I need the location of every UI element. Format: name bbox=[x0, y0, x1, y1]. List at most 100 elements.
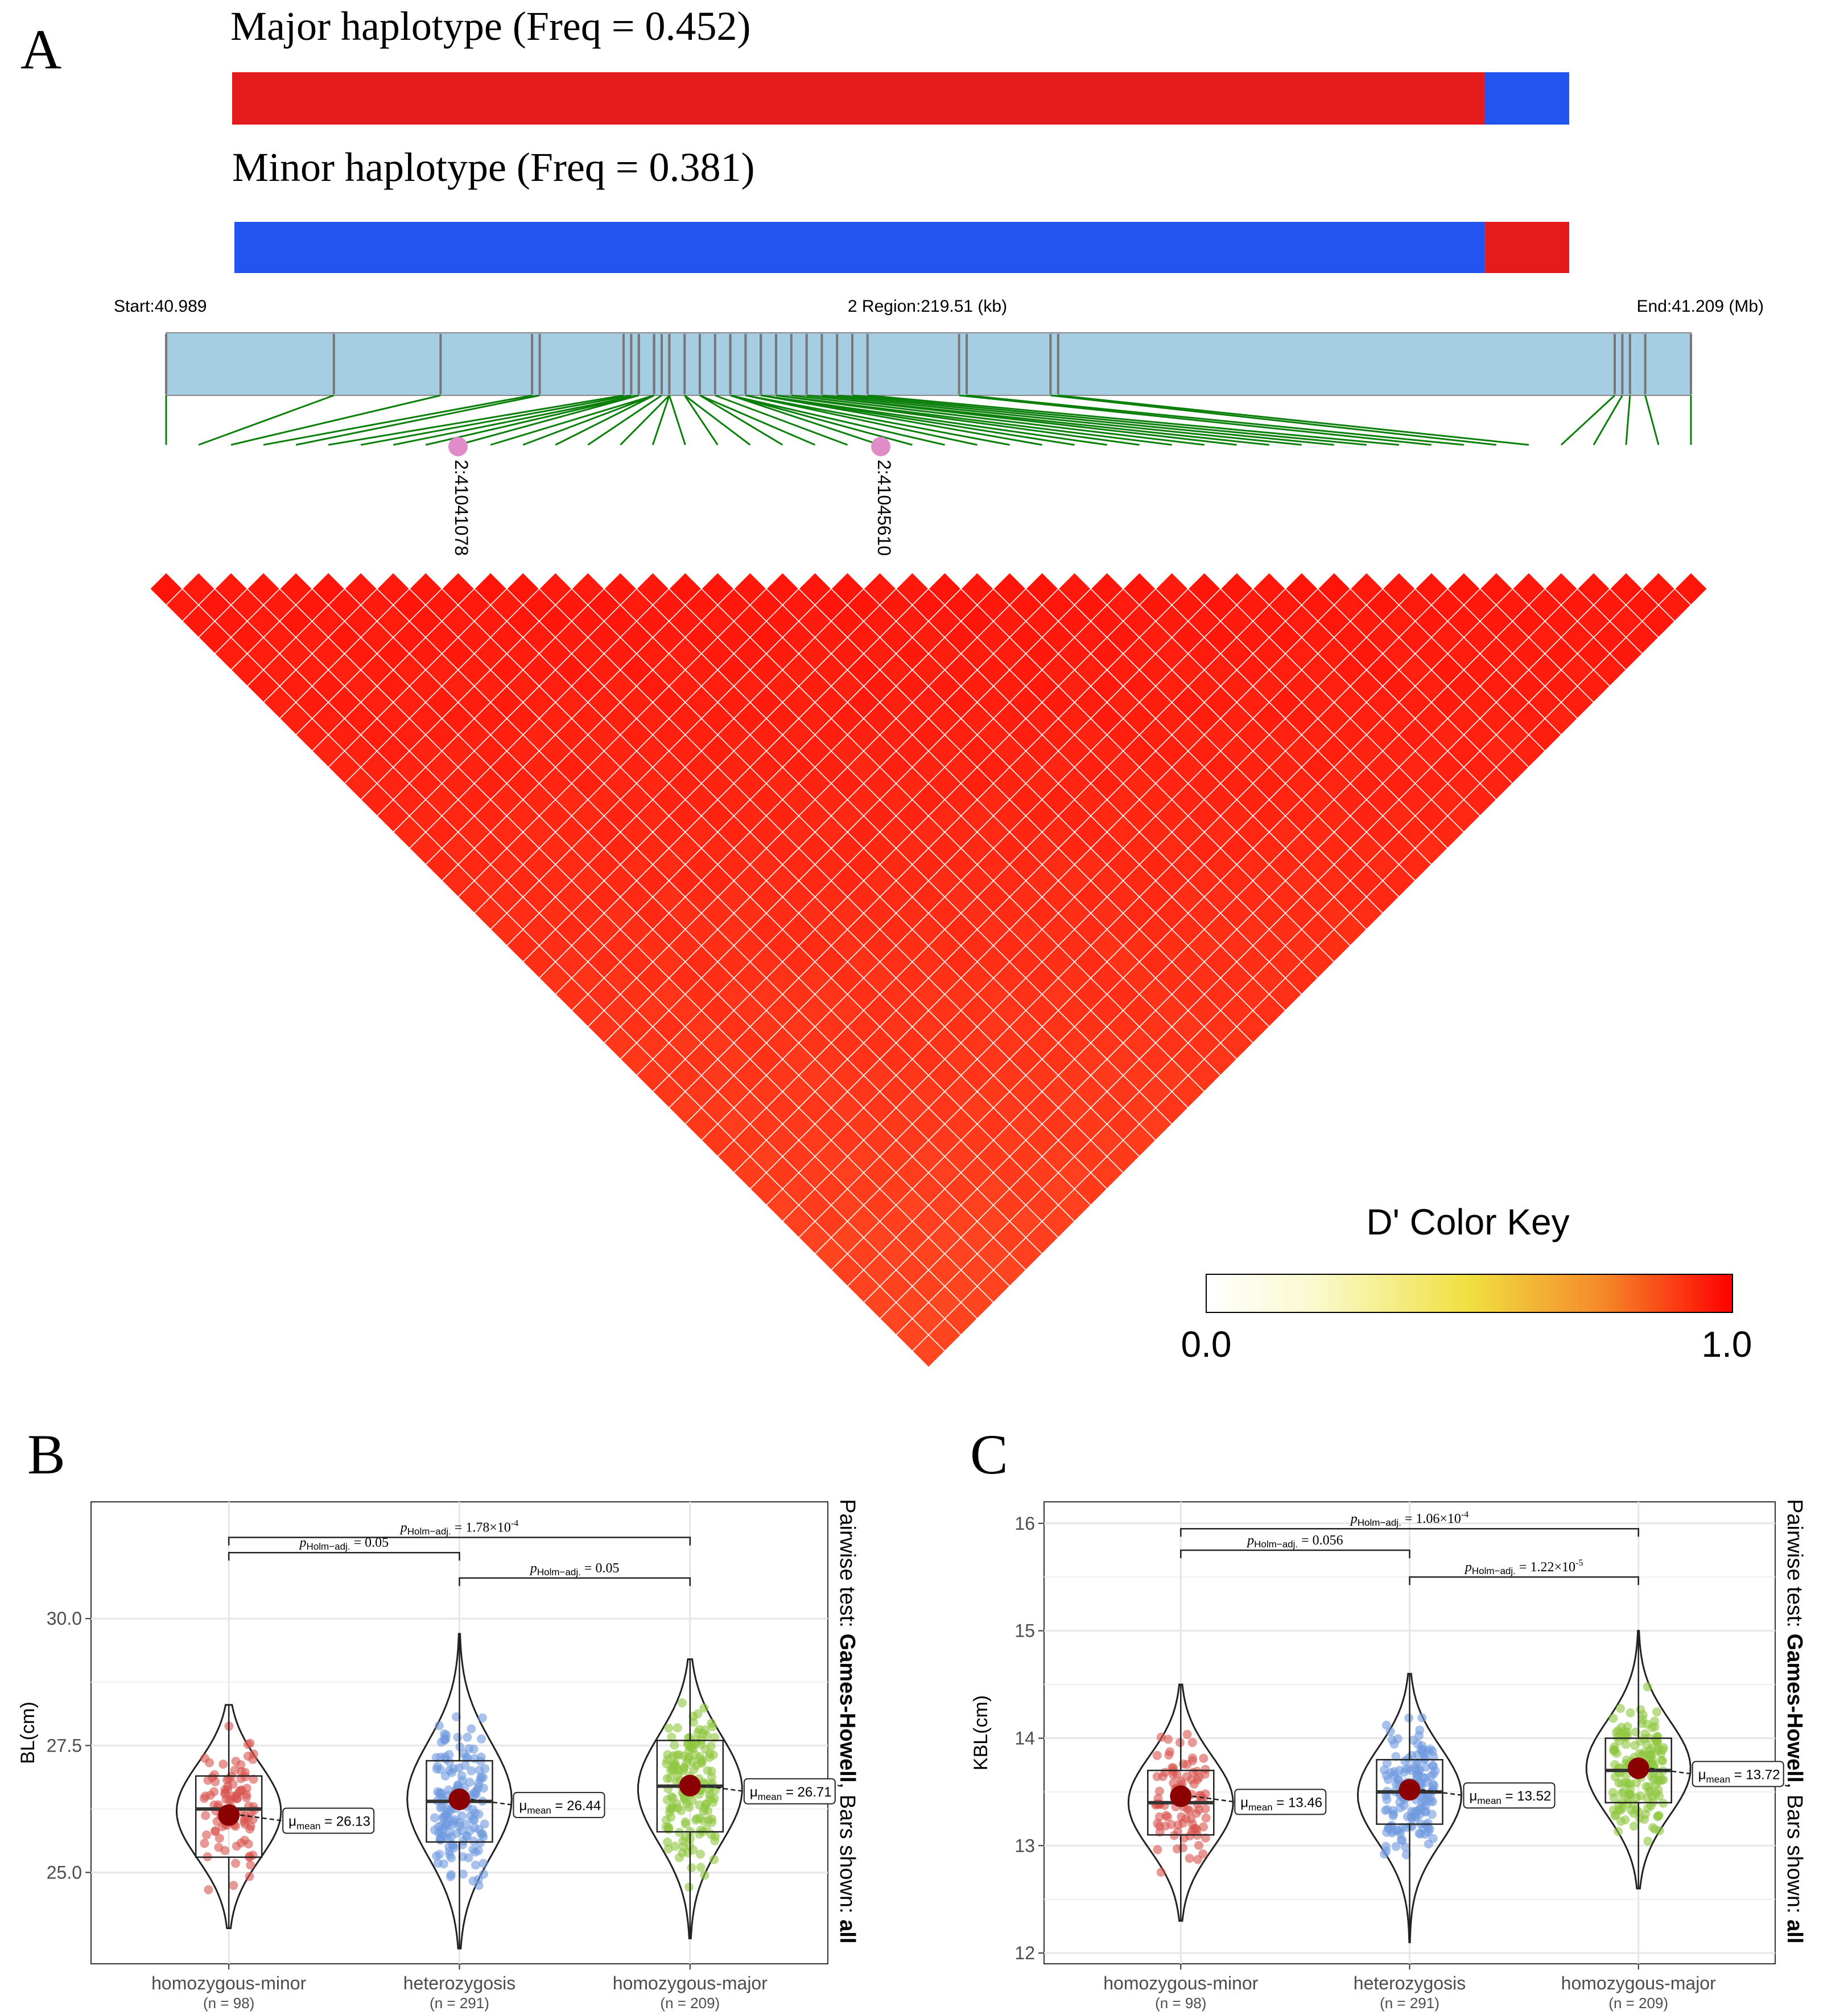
data-point bbox=[453, 1780, 463, 1790]
snp-connector bbox=[715, 394, 848, 446]
ld-cell bbox=[1674, 572, 1708, 606]
data-point bbox=[1623, 1795, 1632, 1805]
data-point bbox=[1397, 1836, 1407, 1845]
data-point bbox=[211, 1777, 220, 1786]
data-point bbox=[1657, 1756, 1667, 1765]
mean-value: 26.71 bbox=[798, 1785, 832, 1800]
mean-eq: = bbox=[782, 1785, 797, 1800]
mean-symbol: μ bbox=[1240, 1795, 1248, 1810]
data-point bbox=[228, 1779, 238, 1789]
p-subscript: Holm−adj. bbox=[307, 1541, 350, 1552]
data-point bbox=[218, 1760, 228, 1769]
data-point bbox=[1404, 1713, 1414, 1723]
data-point bbox=[666, 1812, 676, 1822]
mean-point bbox=[448, 1788, 471, 1810]
data-point bbox=[1428, 1746, 1437, 1756]
data-point bbox=[471, 1860, 480, 1870]
snp-connector bbox=[959, 394, 1432, 446]
data-point bbox=[1614, 1827, 1623, 1836]
data-point bbox=[688, 1712, 698, 1721]
y-tick-label: 16 bbox=[1014, 1513, 1035, 1534]
data-point bbox=[200, 1753, 209, 1763]
data-point bbox=[1643, 1682, 1652, 1692]
data-point bbox=[662, 1795, 672, 1805]
data-point bbox=[666, 1773, 675, 1783]
data-point bbox=[1182, 1729, 1192, 1739]
mean-point bbox=[679, 1774, 701, 1797]
snp-connector bbox=[360, 394, 632, 446]
data-point bbox=[447, 1853, 456, 1863]
data-point bbox=[1385, 1727, 1395, 1736]
y-axis-label: BL(cm) bbox=[17, 1702, 39, 1764]
p-eq: = bbox=[1298, 1533, 1313, 1548]
data-point bbox=[442, 1819, 452, 1828]
data-point bbox=[1193, 1775, 1202, 1785]
p-eq: = bbox=[451, 1520, 466, 1535]
data-point bbox=[1652, 1732, 1662, 1741]
p-value: 1.78×10 bbox=[465, 1520, 511, 1535]
x-tick-n-label: (n = 209) bbox=[1608, 1995, 1668, 2012]
highlighted-snp-marker bbox=[871, 437, 890, 456]
y-axis-label: KBL(cm) bbox=[970, 1695, 992, 1770]
snp-connector bbox=[198, 394, 335, 446]
comparison-bracket bbox=[1409, 1576, 1639, 1585]
data-point bbox=[1635, 1814, 1644, 1823]
snp-connector bbox=[822, 394, 1302, 446]
data-point bbox=[1201, 1765, 1210, 1774]
data-point bbox=[442, 1811, 451, 1820]
data-point bbox=[469, 1836, 478, 1846]
data-point bbox=[237, 1785, 246, 1795]
p-symbol: p bbox=[399, 1520, 407, 1535]
data-point bbox=[670, 1740, 679, 1750]
y-tick-label: 27.5 bbox=[47, 1735, 82, 1756]
snp-connector bbox=[745, 394, 1010, 446]
data-point bbox=[703, 1806, 713, 1816]
x-tick-n-label: (n = 291) bbox=[430, 1995, 489, 2012]
data-point bbox=[430, 1825, 439, 1835]
highlighted-snp-marker bbox=[448, 437, 468, 456]
p-exponent: -4 bbox=[1461, 1510, 1468, 1519]
ld-heatmap bbox=[149, 572, 1708, 1368]
data-point bbox=[1400, 1756, 1410, 1766]
data-point bbox=[201, 1811, 211, 1820]
mean-label-box bbox=[282, 1807, 375, 1834]
p-value: 1.06×10 bbox=[1416, 1512, 1461, 1526]
data-point bbox=[708, 1798, 718, 1807]
snp-connector bbox=[263, 394, 533, 446]
data-point bbox=[236, 1760, 246, 1769]
snp-connector bbox=[1050, 394, 1497, 446]
data-point bbox=[449, 1764, 459, 1773]
snp-connector bbox=[791, 394, 1204, 446]
data-point bbox=[433, 1859, 443, 1868]
color-key-max-label: 1.0 bbox=[1702, 1324, 1752, 1365]
data-point bbox=[477, 1713, 487, 1723]
data-point bbox=[684, 1802, 694, 1812]
data-point bbox=[462, 1832, 472, 1841]
data-point bbox=[466, 1811, 476, 1820]
data-point bbox=[673, 1723, 682, 1733]
snp-connector bbox=[867, 394, 1399, 446]
data-point bbox=[1160, 1768, 1170, 1777]
side-label-prefix: Pairwise test: bbox=[1783, 1499, 1806, 1634]
data-point bbox=[1411, 1813, 1421, 1823]
data-point bbox=[1389, 1771, 1399, 1781]
mean-subscript: mean bbox=[1706, 1774, 1731, 1785]
mean-label: μmean = 26.44 bbox=[519, 1798, 601, 1816]
data-point bbox=[1616, 1816, 1626, 1826]
region-start-label: Start:40.989 bbox=[114, 297, 207, 316]
color-key-gradient bbox=[1206, 1274, 1733, 1313]
data-point bbox=[1426, 1793, 1436, 1802]
snp-connector bbox=[587, 394, 662, 446]
data-point bbox=[1414, 1731, 1424, 1740]
data-point bbox=[1642, 1740, 1652, 1750]
color-key-min-label: 0.0 bbox=[1181, 1324, 1232, 1365]
panel-c-chart: 12 13 14 15 16 KBL(cm) Pairwise test: Games-Ho… bbox=[970, 1499, 1806, 2012]
mean-subscript: mean bbox=[1477, 1795, 1502, 1806]
data-point bbox=[1414, 1828, 1424, 1838]
panel-a-label: A bbox=[20, 18, 61, 81]
data-point bbox=[223, 1785, 233, 1795]
data-point bbox=[437, 1789, 447, 1799]
data-point bbox=[436, 1803, 446, 1812]
snp-connector bbox=[745, 394, 977, 446]
data-point bbox=[1655, 1775, 1664, 1785]
